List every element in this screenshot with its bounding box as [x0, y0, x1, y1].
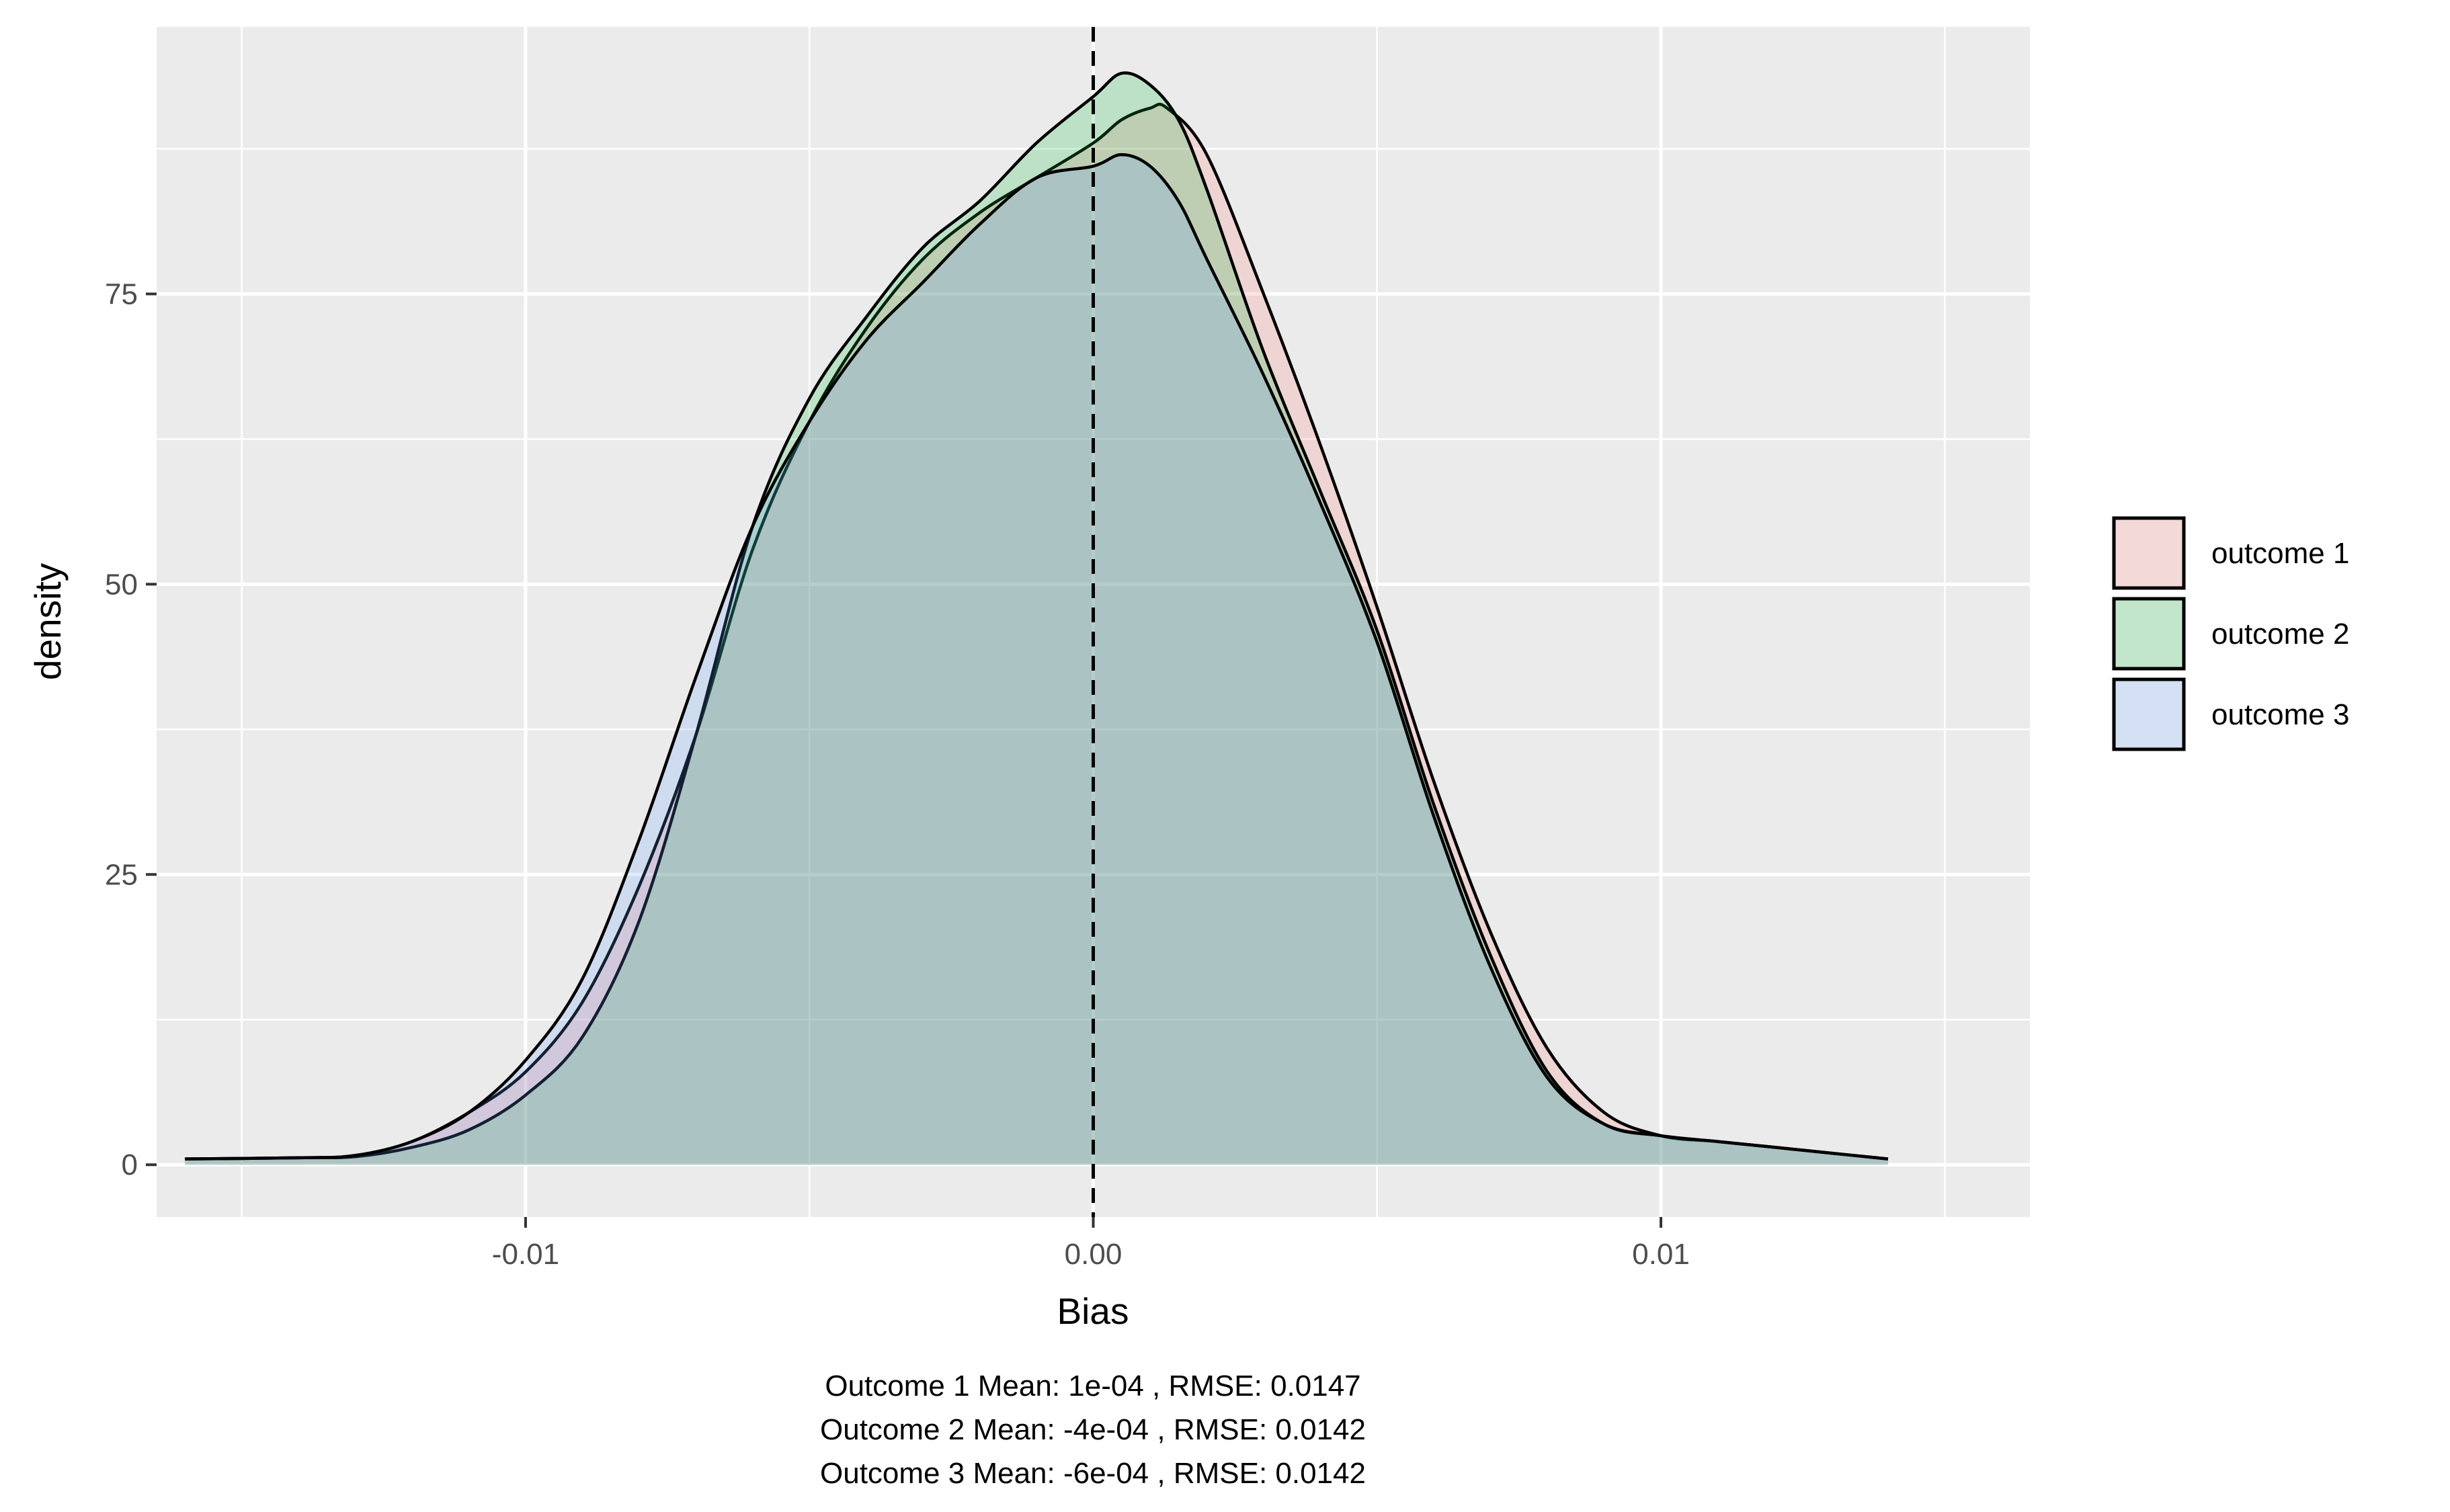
density-series	[185, 71, 1889, 1165]
x-axis: -0.01 0.00 0.01	[492, 1217, 1690, 1271]
y-axis-title: density	[27, 562, 69, 680]
y-tick-label: 25	[105, 858, 138, 891]
legend-key-outcome-1	[2112, 516, 2186, 590]
legend-label-outcome-3: outcome 3	[2211, 698, 2349, 731]
density-area-outcome-3	[185, 155, 1888, 1165]
legend-key-background	[2112, 516, 2186, 590]
legend-key-outcome-3	[2112, 677, 2186, 751]
y-tick-label: 75	[105, 278, 138, 310]
legend-key-outcome-2	[2112, 597, 2186, 671]
caption-line-1: Outcome 1 Mean: 1e-04 , RMSE: 0.0147	[825, 1370, 1360, 1402]
x-tick-label: 0.00	[1065, 1238, 1122, 1271]
y-axis: 0 25 50 75	[105, 278, 157, 1181]
y-tick-label: 50	[105, 568, 138, 601]
caption-line-3: Outcome 3 Mean: -6e-04 , RMSE: 0.0142	[820, 1457, 1366, 1490]
legend-label-outcome-2: outcome 2	[2211, 618, 2349, 650]
legend-label-outcome-1: outcome 1	[2211, 537, 2349, 570]
legend-key-background	[2112, 597, 2186, 671]
caption: Outcome 1 Mean: 1e-04 , RMSE: 0.0147 Outc…	[820, 1370, 1366, 1490]
x-tick-label: -0.01	[492, 1238, 559, 1271]
legend: outcome 1 outcome 2 outcome 3	[2112, 516, 2349, 751]
density-line-outcome-1	[185, 102, 1889, 1161]
legend-key-background	[2112, 677, 2186, 751]
density-line-outcome-2	[185, 71, 1889, 1161]
x-axis-title: Bias	[1057, 1290, 1129, 1332]
caption-line-2: Outcome 2 Mean: -4e-04 , RMSE: 0.0142	[820, 1413, 1366, 1446]
density-line-outcome-3	[185, 153, 1889, 1161]
x-tick-label: 0.01	[1632, 1238, 1690, 1271]
y-tick-label: 0	[122, 1148, 138, 1181]
